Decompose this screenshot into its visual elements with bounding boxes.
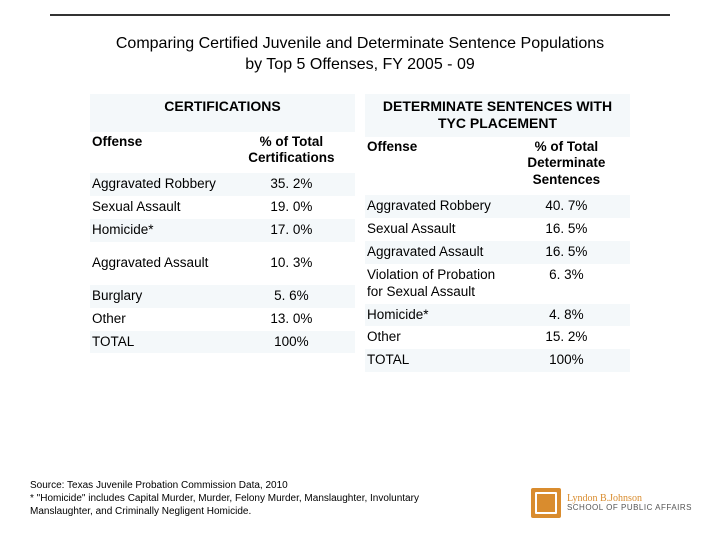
- source-footnote: Source: Texas Juvenile Probation Commiss…: [30, 479, 560, 518]
- pct-cell: 15. 2%: [503, 326, 630, 349]
- col-offense: Offense: [365, 137, 503, 196]
- offense-cell: TOTAL: [90, 331, 228, 354]
- page-title: Comparing Certified Juvenile and Determi…: [50, 34, 670, 76]
- col-pct: % of Total Determinate Sentences: [503, 137, 630, 196]
- table-row: Aggravated Assault 10. 3%: [90, 252, 355, 275]
- offense-cell: TOTAL: [365, 349, 503, 372]
- table-row: Burglary 5. 6%: [90, 285, 355, 308]
- lbj-logo-text: Lyndon B.Johnson SCHOOL OF PUBLIC AFFAIR…: [567, 493, 692, 513]
- table-row: Sexual Assault 19. 0%: [90, 196, 355, 219]
- determinate-table: DETERMINATE SENTENCES WITH TYC PLACEMENT…: [365, 94, 630, 373]
- table-row: Violation of Probation for Sexual Assaul…: [365, 264, 630, 304]
- pct-cell: 10. 3%: [228, 252, 355, 275]
- col-offense: Offense: [90, 132, 228, 174]
- table-row: Homicide* 17. 0%: [90, 219, 355, 242]
- lbj-logo-icon: [531, 488, 561, 518]
- offense-cell: Aggravated Assault: [365, 241, 503, 264]
- pct-cell: 35. 2%: [228, 173, 355, 196]
- col-pct: % of Total Certifications: [228, 132, 355, 174]
- offense-cell: Homicide*: [365, 304, 503, 327]
- footer-line-2: * "Homicide" includes Capital Murder, Mu…: [30, 493, 419, 504]
- determinate-column-headers: Offense % of Total Determinate Sentences: [365, 137, 630, 196]
- pct-cell: 4. 8%: [503, 304, 630, 327]
- table-row: Aggravated Assault 16. 5%: [365, 241, 630, 264]
- table-row: Aggravated Robbery 40. 7%: [365, 195, 630, 218]
- offense-cell: Sexual Assault: [90, 196, 228, 219]
- logo-line-2: SCHOOL OF PUBLIC AFFAIRS: [567, 504, 692, 513]
- offense-cell: Other: [90, 308, 228, 331]
- pct-cell: 100%: [228, 331, 355, 354]
- offense-cell: Burglary: [90, 285, 228, 308]
- row-spacer: [90, 275, 355, 285]
- table-row: Sexual Assault 16. 5%: [365, 218, 630, 241]
- offense-cell: Aggravated Robbery: [90, 173, 228, 196]
- comparison-tables: CERTIFICATIONS Offense % of Total Certif…: [50, 94, 670, 373]
- offense-cell: Sexual Assault: [365, 218, 503, 241]
- pct-cell: 6. 3%: [503, 264, 630, 304]
- table-row: Other 15. 2%: [365, 326, 630, 349]
- top-rule: [50, 14, 670, 16]
- footer-line-3: Manslaughter, and Criminally Negligent H…: [30, 506, 251, 517]
- pct-cell: 17. 0%: [228, 219, 355, 242]
- table-row: TOTAL 100%: [90, 331, 355, 354]
- pct-cell: 19. 0%: [228, 196, 355, 219]
- title-line-1: Comparing Certified Juvenile and Determi…: [116, 35, 604, 52]
- offense-cell: Aggravated Robbery: [365, 195, 503, 218]
- pct-cell: 100%: [503, 349, 630, 372]
- offense-cell: Aggravated Assault: [90, 252, 228, 275]
- certifications-table: CERTIFICATIONS Offense % of Total Certif…: [90, 94, 355, 373]
- table-row: Other 13. 0%: [90, 308, 355, 331]
- pct-cell: 16. 5%: [503, 218, 630, 241]
- footer-line-1: Source: Texas Juvenile Probation Commiss…: [30, 480, 288, 491]
- row-spacer: [90, 242, 355, 252]
- pct-cell: 13. 0%: [228, 308, 355, 331]
- table-row: Aggravated Robbery 35. 2%: [90, 173, 355, 196]
- title-line-2: by Top 5 Offenses, FY 2005 - 09: [245, 56, 474, 73]
- pct-cell: 40. 7%: [503, 195, 630, 218]
- table-row: Homicide* 4. 8%: [365, 304, 630, 327]
- lbj-logo: Lyndon B.Johnson SCHOOL OF PUBLIC AFFAIR…: [531, 488, 692, 518]
- offense-cell: Other: [365, 326, 503, 349]
- certifications-column-headers: Offense % of Total Certifications: [90, 132, 355, 174]
- pct-cell: 16. 5%: [503, 241, 630, 264]
- pct-cell: 5. 6%: [228, 285, 355, 308]
- certifications-header: CERTIFICATIONS: [90, 94, 355, 132]
- offense-cell: Homicide*: [90, 219, 228, 242]
- table-row: TOTAL 100%: [365, 349, 630, 372]
- determinate-header: DETERMINATE SENTENCES WITH TYC PLACEMENT: [365, 94, 630, 137]
- offense-cell: Violation of Probation for Sexual Assaul…: [365, 264, 503, 304]
